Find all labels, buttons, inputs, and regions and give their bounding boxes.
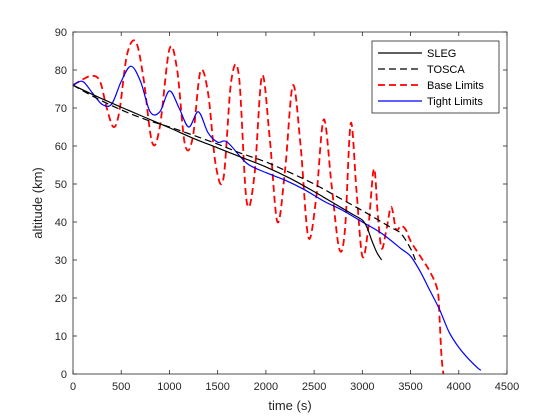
x-tick-label: 4500 <box>495 381 519 393</box>
legend-label-sleg: SLEG <box>427 48 456 60</box>
y-tick-label: 60 <box>55 141 67 153</box>
y-tick-label: 30 <box>55 255 67 267</box>
legend: SLEG TOSCA Base Limits Tight Limits <box>371 40 500 114</box>
axes-frame <box>72 31 508 375</box>
series-line-sleg <box>72 84 383 261</box>
y-tick-label: 20 <box>55 293 67 305</box>
x-axis-label: time (s) <box>268 398 311 413</box>
x-tick-label: 3000 <box>350 381 374 393</box>
x-tick-label: 3500 <box>398 381 422 393</box>
x-tick-label: 1500 <box>205 381 229 393</box>
ticks-layer: 0 500 1000 1500 2000 2500 3000 3500 4000 4500 0 10 2… <box>55 27 519 393</box>
axes-layer <box>72 31 508 375</box>
x-tick-label: 4000 <box>447 381 471 393</box>
legend-label-tight-limits: Tight Limits <box>427 96 483 108</box>
x-tick-label: 0 <box>70 381 76 393</box>
series-line-base-limits <box>72 39 445 375</box>
y-tick-label: 90 <box>55 27 67 39</box>
series-line-tosca <box>72 84 416 261</box>
y-tick-label: 40 <box>55 217 67 229</box>
y-tick-label: 80 <box>55 65 67 77</box>
y-tick-label: 70 <box>55 103 67 115</box>
legend-label-tosca: TOSCA <box>427 64 465 76</box>
x-tick-label: 1000 <box>157 381 181 393</box>
y-axis-label: altitude (km) <box>30 167 45 239</box>
legend-label-base-limits: Base Limits <box>427 80 484 92</box>
y-tick-label: 10 <box>55 331 67 343</box>
x-tick-label: 2500 <box>302 381 326 393</box>
y-tick-label: 50 <box>55 179 67 191</box>
x-tick-label: 2000 <box>254 381 278 393</box>
x-tick-label: 500 <box>112 381 130 393</box>
series-line-tight-limits <box>72 65 482 371</box>
y-tick-label: 0 <box>61 369 67 381</box>
series-layer <box>72 39 482 375</box>
